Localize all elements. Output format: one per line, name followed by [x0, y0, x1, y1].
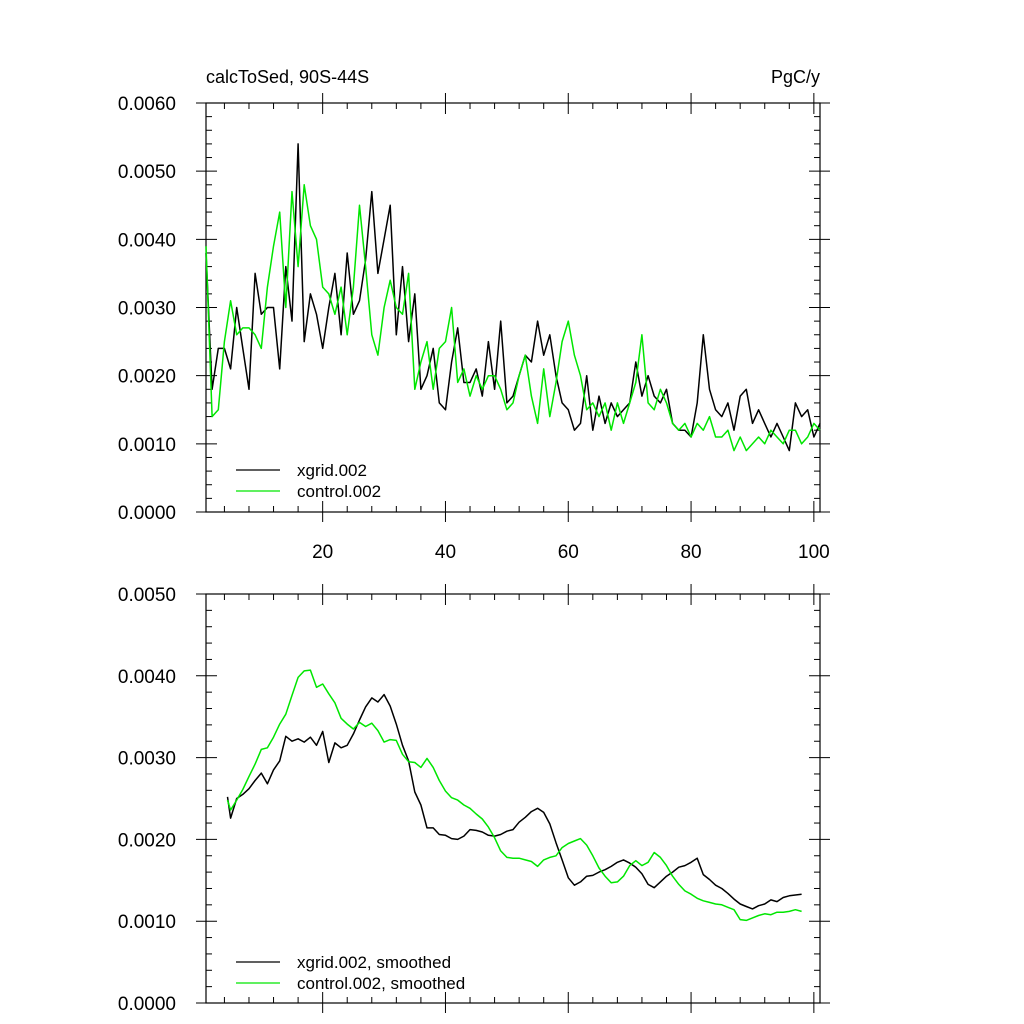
- legend-label-control-smoothed: control.002, smoothed: [297, 974, 465, 993]
- y-tick-labels: 0.0000 0.0010 0.0020 0.0030 0.0040 0.0050 0.00…: [118, 94, 176, 524]
- plot-frame: [205, 593, 821, 1004]
- x-tick-label: 100: [798, 542, 830, 563]
- y-tick-label: 0.0020: [118, 830, 176, 851]
- x-tick-label: 20: [312, 542, 333, 563]
- series-lines: [226, 669, 802, 922]
- series-line-control-002: [205, 184, 821, 452]
- legend-label-control: control.002: [297, 482, 381, 501]
- y-tick-label: 0.0010: [118, 435, 176, 456]
- axes-box: [205, 593, 821, 1004]
- x-tick-labels: 20 40 60 80 100: [312, 542, 830, 563]
- x-tick-label: 60: [558, 542, 579, 563]
- legend-label-xgrid-smoothed: xgrid.002, smoothed: [297, 953, 451, 972]
- legend: xgrid.002, smoothed control.002, smoothe…: [236, 953, 465, 993]
- series-line-xgrid-002-smoothed: [226, 693, 802, 910]
- y-tick-label: 0.0030: [118, 749, 176, 770]
- y-tick-label: 0.0050: [118, 585, 176, 606]
- y-tick-label: 0.0000: [118, 503, 176, 524]
- chart-title: calcToSed, 90S-44S: [206, 67, 369, 87]
- legend-label-xgrid: xgrid.002: [297, 461, 367, 480]
- series-lines: [205, 143, 821, 452]
- y-tick-label: 0.0030: [118, 299, 176, 320]
- series-line-control-002-smoothed: [226, 669, 802, 922]
- y-tick-label: 0.0060: [118, 94, 176, 115]
- smoothed-plot: 0.0000 0.0010 0.0020 0.0030 0.0040 0.0050 xgr…: [118, 584, 830, 1015]
- x-tick-label: 80: [680, 542, 701, 563]
- series-line-xgrid-002: [205, 143, 821, 452]
- minor-ticks: [206, 103, 820, 512]
- units-label: PgC/y: [771, 67, 820, 87]
- major-ticks: [196, 93, 830, 522]
- y-tick-label: 0.0020: [118, 367, 176, 388]
- y-tick-label: 0.0050: [118, 162, 176, 183]
- major-ticks: [196, 584, 830, 1013]
- y-tick-label: 0.0040: [118, 667, 176, 688]
- y-tick-label: 0.0010: [118, 912, 176, 933]
- minor-ticks: [206, 594, 820, 1003]
- y-tick-labels: 0.0000 0.0010 0.0020 0.0030 0.0040 0.0050: [118, 585, 176, 1015]
- y-tick-label: 0.0040: [118, 230, 176, 251]
- annual-plot: 0.0000 0.0010 0.0020 0.0030 0.0040 0.0050 0.00…: [118, 93, 830, 563]
- legend: xgrid.002 control.002: [236, 461, 381, 501]
- y-tick-label: 0.0000: [118, 994, 176, 1015]
- x-tick-label: 40: [435, 542, 456, 563]
